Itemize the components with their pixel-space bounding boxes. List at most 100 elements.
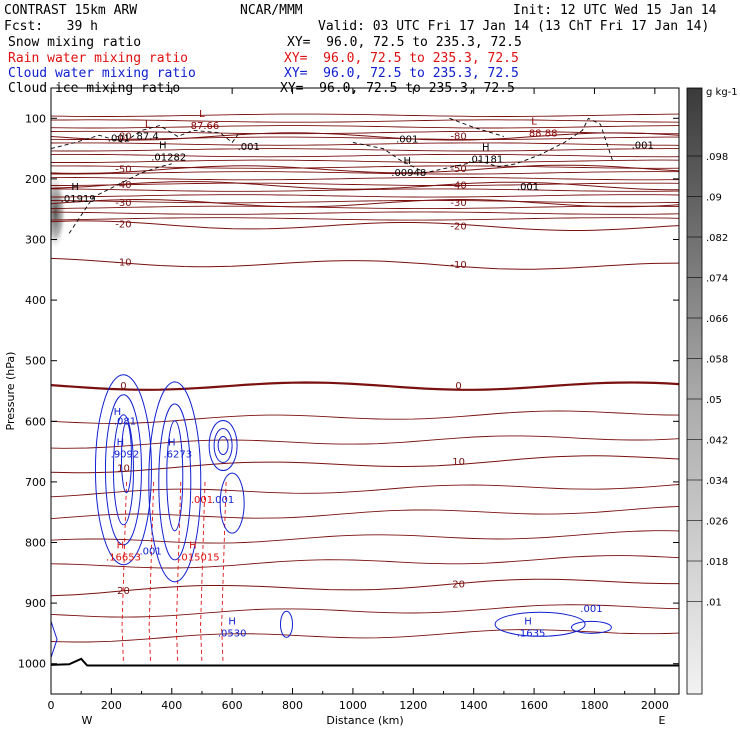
- cloud-water-contour: [494, 611, 586, 637]
- y-tick-label: 800: [25, 537, 46, 550]
- contour-annotation: .00948: [391, 168, 426, 179]
- upper-isotherm-line: [51, 194, 679, 198]
- isotherm-label: 0: [120, 381, 126, 392]
- colorbar-label: .074: [706, 274, 728, 285]
- upper-isotherm-line: [51, 182, 679, 186]
- x-tick-label: 800: [282, 699, 303, 712]
- upper-isotherm-line: [51, 199, 679, 204]
- cloud-water-contour: [158, 403, 192, 561]
- model-title: CONTRAST 15km ARW: [4, 3, 138, 18]
- upper-isotherm-line: [51, 113, 679, 117]
- snow-contour: [352, 117, 614, 174]
- cloud-water-contour: [219, 472, 245, 534]
- field-label-snow: Snow mixing ratio: [8, 35, 142, 50]
- isotherm-label: 10: [117, 463, 130, 474]
- contour-annotation: .001: [396, 135, 418, 146]
- contour-annotation: .1635: [517, 628, 546, 639]
- contour-annotation: H: [228, 616, 236, 627]
- contour-annotation: .001: [108, 133, 130, 144]
- colorbar-label: .05: [706, 395, 722, 406]
- cloud-water-contour: [213, 428, 233, 464]
- contour-annotation: .01919: [61, 194, 96, 205]
- upper-isotherm-line: [51, 217, 679, 221]
- contour-annotation: .01282: [151, 153, 186, 164]
- upper-isotherm-line: [51, 125, 679, 129]
- isotherm-label: 20: [452, 579, 465, 590]
- colorbar: g kg-1 .098 .09 .082 .074 .066 .058 .05 .042 .03…: [686, 87, 738, 695]
- isotherm-label: -10: [450, 260, 466, 271]
- field-xy-snow: XY= 96.0, 72.5 to 235.3, 72.5: [287, 35, 522, 50]
- isotherm-20: [51, 578, 679, 597]
- forecast-hour: Fcst: 39 h: [4, 19, 98, 34]
- isotherm-label: -30: [450, 198, 466, 209]
- isotherm--40: [51, 181, 679, 191]
- colorbar-label: .066: [706, 314, 728, 325]
- isotherm--50: [51, 164, 679, 174]
- contour-annotation: .001: [580, 604, 602, 615]
- isotherm-label: -80: [115, 131, 131, 142]
- lower-isotherm-line: [51, 505, 679, 520]
- lower-isotherm-line: [51, 555, 679, 569]
- colorbar-label: .082: [706, 233, 728, 244]
- contour-annotation: .001: [238, 142, 260, 153]
- colorbar-label: .01: [706, 598, 722, 609]
- isotherm-label: -10: [115, 257, 131, 268]
- init-time: Init: 12 UTC Wed 15 Jan 14: [513, 3, 717, 18]
- contour-annotation: .001: [517, 182, 539, 193]
- colorbar-label: .042: [706, 436, 728, 447]
- contour-annotation: H: [71, 182, 79, 193]
- upper-isotherm-line: [51, 119, 679, 123]
- colorbar-label: .09: [706, 193, 722, 204]
- upper-isotherm-line: [51, 136, 679, 140]
- isotherm-label: -50: [115, 165, 131, 176]
- rain-contour: [121, 481, 127, 664]
- x-tick-label: 400: [161, 699, 182, 712]
- contour-annotation: H: [117, 541, 125, 552]
- isotherm-label: 20: [117, 586, 130, 597]
- isotherm--10: [51, 257, 679, 270]
- upper-isotherm-line: [51, 130, 679, 135]
- isotherm-label: -20: [115, 220, 131, 231]
- contour-annotation: H: [404, 156, 412, 167]
- cloud-water-contour: [51, 621, 58, 658]
- contour-annotation: .001: [632, 141, 654, 152]
- west-label: W: [82, 714, 93, 727]
- upper-isotherm-line: [51, 205, 679, 210]
- x-tick-label: 1200: [399, 699, 427, 712]
- field-label-cloud-water: Cloud water mixing ratio: [8, 66, 196, 81]
- lower-isotherm-line: [51, 604, 679, 618]
- isotherm-label: 10: [452, 457, 465, 468]
- colorbar-label: .058: [706, 355, 728, 366]
- plot-frame: [50, 87, 680, 695]
- colorbar-label: .026: [706, 517, 728, 528]
- cloud-water-contour: [112, 414, 134, 526]
- isotherm-label: -50: [450, 164, 466, 175]
- upper-isotherm-line: [51, 148, 679, 152]
- contour-annotation: 87.66: [191, 121, 220, 132]
- x-tick-label: 1400: [460, 699, 488, 712]
- contour-annotation: H: [159, 141, 167, 152]
- cloud-water-contour: [94, 374, 152, 566]
- field-xy-cloud-water: XY= 96.0, 72.5 to 235.3, 72.5: [284, 66, 519, 81]
- isotherm-label: 0: [455, 381, 461, 392]
- colorbar-label: .098: [706, 152, 728, 163]
- contour-annotation: .9092: [111, 450, 140, 461]
- source-label: NCAR/MMM: [240, 3, 303, 18]
- x-tick-label: 1800: [580, 699, 608, 712]
- isotherm--80: [51, 132, 679, 141]
- cloud-water-contour: [280, 610, 293, 638]
- lower-isotherm-line: [51, 629, 679, 643]
- upper-isotherm-line: [51, 211, 679, 215]
- east-label: E: [659, 714, 666, 727]
- y-tick-label: 1000: [18, 658, 46, 671]
- colorbar-units: g kg-1: [706, 87, 738, 98]
- isotherm--30: [51, 198, 679, 208]
- x-tick-label: 1000: [339, 699, 367, 712]
- x-tick-label: 0: [48, 699, 55, 712]
- colorbar-label: .018: [706, 557, 728, 568]
- contour-annotation: .081: [114, 416, 136, 427]
- isotherm-label: -30: [115, 198, 131, 209]
- y-tick-label: 900: [25, 597, 46, 610]
- isotherm-0: [51, 381, 679, 391]
